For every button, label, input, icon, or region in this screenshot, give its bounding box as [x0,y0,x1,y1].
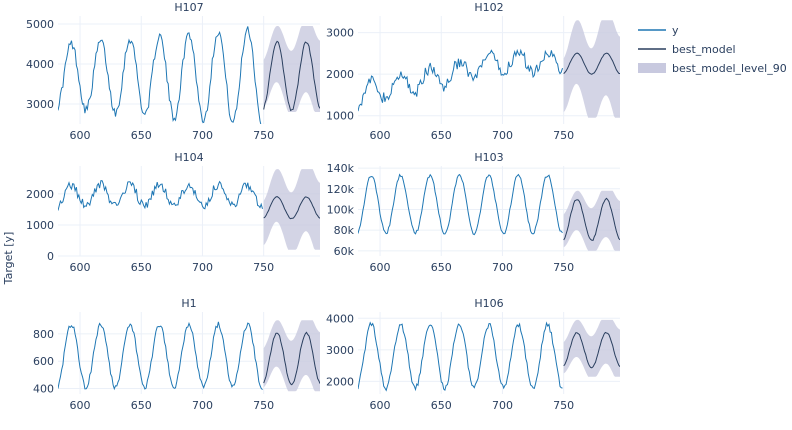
y-tick-label: 80k [334,224,355,237]
y-tick-label: 0 [47,250,54,263]
series-line-y [58,321,263,391]
plot-area [358,20,620,118]
series-line-best-model [563,331,620,369]
forecast-interval-band [263,169,320,250]
subplot-title: H103 [474,151,503,164]
y-tick-label: 3000 [326,344,354,357]
legend-label-y: y [672,24,679,37]
forecast-interval-band [563,319,620,377]
x-tick-label: 750 [253,261,274,274]
legend-label-best-model: best_model [672,43,736,56]
series-line-best-model [263,40,320,112]
y-tick-label: 2000 [326,375,354,388]
y-tick-label: 120k [327,183,355,196]
series-line-y [358,173,563,236]
x-tick-label: 650 [431,399,452,412]
legend-item-best-model-level-90[interactable]: best_model_level_90 [638,62,787,75]
x-tick-label: 750 [253,399,274,412]
y-tick-label: 2000 [326,68,354,81]
subplot-title: H107 [174,1,203,14]
legend-item-best-model[interactable]: best_model [638,43,736,56]
y-tick-label: 100k [327,203,355,216]
series-line-best-model [263,196,320,220]
plot-area [358,319,620,392]
y-axis-title: Target [y] [2,232,15,286]
y-tick-label: 140k [327,162,355,175]
subplot-h104: H104 600 650 700 750 0 1000 2000 [26,151,320,274]
y-tick-label: 3000 [26,98,54,111]
y-tick-label: 3000 [326,27,354,40]
subplot-title: H106 [474,297,503,310]
y-tick-label: 4000 [326,312,354,325]
x-tick-label: 700 [192,261,213,274]
x-tick-label: 650 [131,129,152,142]
x-tick-label: 700 [492,129,513,142]
forecast-interval-band [263,26,320,112]
x-tick-label: 700 [492,261,513,274]
x-tick-label: 600 [70,261,91,274]
forecast-interval-band [563,20,620,118]
series-line-best-model [563,197,620,241]
plot-area [358,173,620,251]
subplot-h103: H103 600 650 700 750 60k 80k 100k 120k 140k [327,151,620,274]
x-tick-label: 600 [370,399,391,412]
series-line-best-model [263,331,320,386]
x-tick-label: 700 [192,129,213,142]
plot-area [58,26,320,124]
subplot-title: H104 [174,151,203,164]
legend-item-y[interactable]: y [638,24,679,37]
plot-area [58,169,320,250]
y-tick-label: 600 [33,355,54,368]
series-line-y [58,180,263,211]
x-tick-label: 650 [431,129,452,142]
subplot-h1: H1 600 650 700 750 400 600 800 [33,297,320,412]
y-tick-label: 400 [33,383,54,396]
subplot-title: H1 [181,297,196,310]
x-tick-label: 700 [492,399,513,412]
x-tick-label: 650 [131,399,152,412]
x-tick-label: 650 [431,261,452,274]
legend: y best_model best_model_level_90 [638,24,787,75]
subplot-h102: H102 600 650 700 750 1000 2000 3000 [326,1,620,142]
y-tick-label: 1000 [26,219,54,232]
subplot-h106: H106 600 650 700 750 2000 3000 4000 [326,297,620,412]
x-tick-label: 750 [253,129,274,142]
series-line-y [58,26,262,124]
x-tick-label: 750 [553,261,574,274]
y-tick-label: 60k [334,245,355,258]
x-tick-label: 600 [70,399,91,412]
legend-label-best-model-level-90: best_model_level_90 [672,62,787,75]
series-line-y [358,48,563,112]
x-tick-label: 750 [553,129,574,142]
legend-swatch-band [638,63,666,73]
y-tick-label: 2000 [26,188,54,201]
series-line-y [358,321,563,392]
subplot-title: H102 [474,1,503,14]
x-tick-label: 650 [131,261,152,274]
subplot-h107: H107 600 650 700 750 3000 4000 5000 [26,1,320,142]
x-tick-label: 600 [370,261,391,274]
y-tick-label: 4000 [26,58,54,71]
x-tick-label: 600 [70,129,91,142]
plot-area [58,320,320,392]
x-tick-label: 700 [192,399,213,412]
y-tick-label: 1000 [326,110,354,123]
x-tick-label: 750 [553,399,574,412]
y-tick-label: 800 [33,328,54,341]
series-line-best-model [563,52,620,75]
y-tick-label: 5000 [26,18,54,31]
forecast-interval-band [563,190,620,251]
x-tick-label: 600 [370,129,391,142]
forecast-interval-band [263,320,320,392]
